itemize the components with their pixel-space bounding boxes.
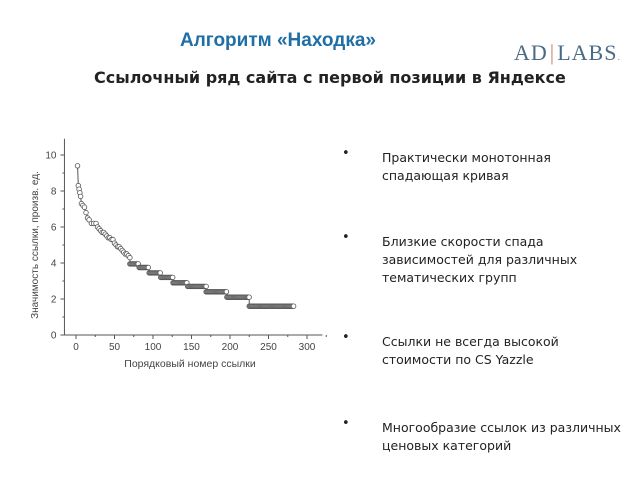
x-tick-label: 250 [260, 342, 277, 353]
y-tick-label: 10 [45, 151, 57, 162]
y-tick-label: 8 [51, 187, 57, 198]
slide-title: Алгоритм «Находка» [180, 30, 376, 51]
x-tick-label: 150 [183, 342, 200, 353]
data-point [81, 204, 88, 210]
adlabs-logo: AD|LABS. [514, 40, 621, 65]
y-tick-label: 2 [51, 295, 57, 306]
y-tick-label: 0 [51, 331, 57, 342]
data-point [77, 193, 84, 200]
step-data-point [223, 289, 230, 295]
x-tick-label: 50 [109, 342, 121, 353]
x-tick-label: 0 [73, 342, 79, 353]
step-data-point [246, 294, 252, 300]
bullet-icon: • [342, 330, 350, 345]
bullet-icon: • [342, 230, 350, 245]
step-data-point [290, 303, 297, 309]
x-tick-label: 100 [145, 342, 162, 353]
data-point [127, 254, 133, 261]
y-tick-label: 4 [51, 259, 57, 270]
step-data-point [145, 264, 152, 271]
x-tick-label: 200 [222, 342, 239, 353]
bullet-icon: • [342, 416, 350, 431]
chart: 0 50 100 150 200 250 300 0 2 4 6 8 10 Порядковый ном… [30, 138, 327, 370]
step-data-point [157, 270, 163, 276]
slide-subtitle: Ссылочный ряд сайта с первой позиции в Я… [94, 68, 566, 87]
step-data-point [170, 274, 176, 281]
bullet-icon: • [342, 146, 350, 161]
data-point [83, 209, 89, 216]
x-axis-label: Порядковый номер ссылки [124, 358, 256, 370]
y-axis-label: Значимость ссылки, произв. ед. [30, 171, 41, 319]
data-point [74, 163, 81, 169]
y-tick-label: 6 [51, 223, 57, 234]
x-tick-label: 300 [299, 342, 316, 353]
step-data-point [203, 283, 209, 290]
